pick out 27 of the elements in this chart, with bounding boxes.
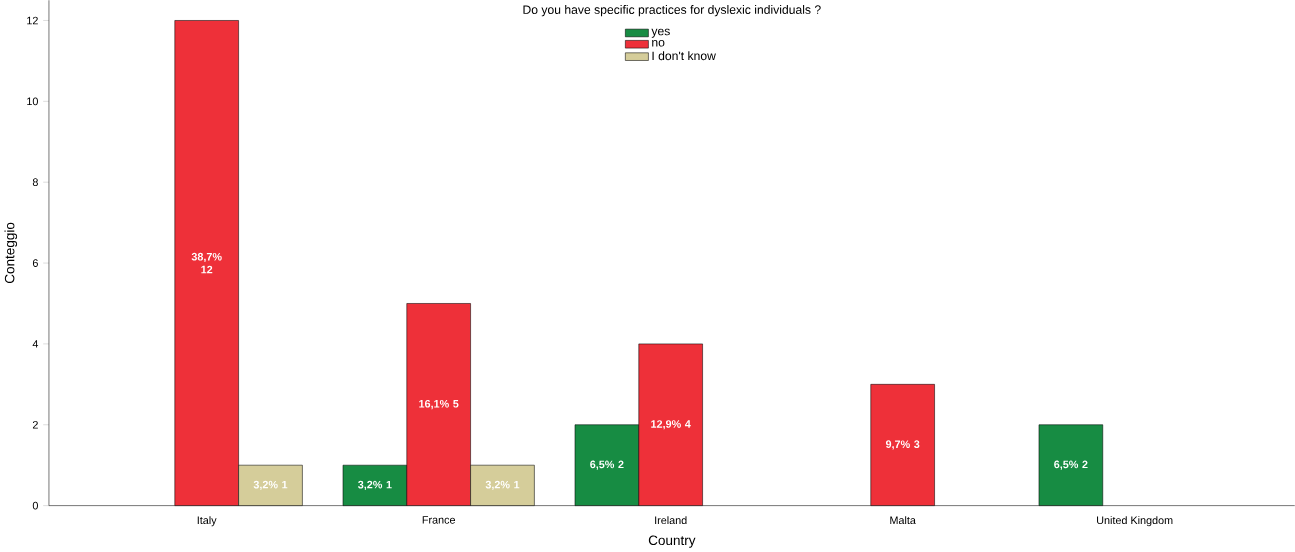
legend-label: yes [651, 28, 670, 38]
x-tick-label: France [422, 516, 456, 524]
data-label: 3,2% 1 [485, 480, 520, 490]
x-axis-title: Country [648, 535, 696, 548]
data-label: 12,9% 4 [651, 420, 691, 430]
y-tick-label: 10 [27, 97, 38, 106]
data-label: 3,2% 1 [358, 480, 392, 490]
x-tick-label: Ireland [655, 516, 687, 524]
y-tick-label: 8 [32, 178, 38, 186]
legend-label: I don't know [652, 51, 716, 61]
y-tick-label: 12 [27, 16, 38, 25]
x-tick-label: Malta [890, 516, 916, 524]
data-label: 3,2% 1 [253, 480, 288, 490]
y-tick-label: 6 [32, 259, 38, 267]
x-tick-label: Italy [197, 516, 217, 527]
y-tick-label: 2 [32, 420, 38, 429]
y-tick-label: 0 [32, 501, 38, 510]
data-label: 38,7% 12 [191, 252, 222, 274]
data-label: 6,5% 2 [1054, 460, 1088, 470]
legend-label: no [652, 39, 665, 47]
y-tick-label: 4 [32, 340, 39, 348]
y-axis-title: Conteggio [4, 222, 18, 283]
legend-title: Do you have specific practices for dyslexic individuals ? [523, 4, 821, 17]
x-tick-label: United Kingdom [1097, 516, 1173, 527]
data-label: 9,7% 3 [885, 440, 920, 450]
data-label: 6,5% 2 [590, 460, 624, 470]
data-label: 16,1% 5 [419, 399, 459, 410]
